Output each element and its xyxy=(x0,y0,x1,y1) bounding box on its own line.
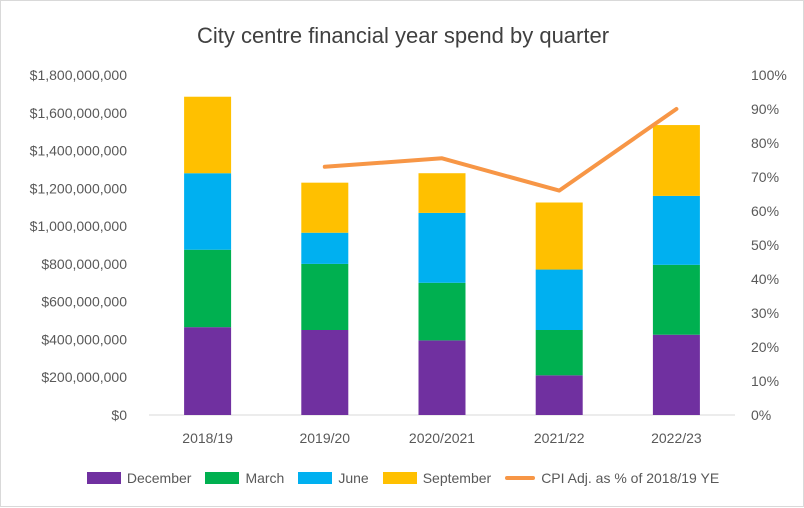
bar-september xyxy=(184,97,231,174)
legend-item-september: September xyxy=(383,470,491,486)
bar-june xyxy=(536,270,583,330)
legend-label: June xyxy=(338,470,368,486)
bar-december xyxy=(536,375,583,415)
chart-legend: December March June September CPI Adj. as % … xyxy=(1,467,804,489)
y-right-tick-label: 90% xyxy=(751,101,779,117)
bar-september xyxy=(653,125,700,196)
y-right-tick-label: 100% xyxy=(751,67,787,83)
x-tick-label: 2021/22 xyxy=(534,430,585,446)
bar-december xyxy=(184,327,231,415)
y-right-tick-label: 80% xyxy=(751,135,779,151)
bar-june xyxy=(301,233,348,264)
y-right-tick-label: 30% xyxy=(751,305,779,321)
bar-june xyxy=(184,173,231,250)
y-left-tick-label: $1,400,000,000 xyxy=(30,143,128,159)
y-right-tick-label: 10% xyxy=(751,373,779,389)
legend-label: December xyxy=(127,470,192,486)
bar-march xyxy=(301,264,348,330)
x-tick-label: 2022/23 xyxy=(651,430,702,446)
bar-september xyxy=(536,203,583,270)
legend-swatch xyxy=(205,472,239,484)
y-left-tick-label: $800,000,000 xyxy=(41,256,127,272)
y-right-tick-label: 0% xyxy=(751,407,771,423)
x-tick-label: 2018/19 xyxy=(182,430,233,446)
bar-december xyxy=(419,340,466,415)
bar-june xyxy=(419,213,466,283)
y-right-tick-label: 20% xyxy=(751,339,779,355)
x-tick-label: 2019/20 xyxy=(299,430,350,446)
bar-march xyxy=(419,283,466,341)
cpi-line xyxy=(325,109,677,191)
legend-item-cpi: CPI Adj. as % of 2018/19 YE xyxy=(505,470,719,486)
legend-swatch xyxy=(383,472,417,484)
x-tick-label: 2020/2021 xyxy=(409,430,475,446)
y-left-tick-label: $0 xyxy=(111,407,127,423)
y-right-tick-label: 40% xyxy=(751,271,779,287)
legend-item-june: June xyxy=(298,470,368,486)
bar-march xyxy=(184,250,231,327)
bar-december xyxy=(301,330,348,415)
legend-item-december: December xyxy=(87,470,192,486)
y-left-tick-label: $600,000,000 xyxy=(41,294,127,310)
bar-september xyxy=(301,183,348,233)
y-right-tick-label: 50% xyxy=(751,237,779,253)
y-left-tick-label: $1,800,000,000 xyxy=(30,67,128,83)
legend-item-march: March xyxy=(205,470,284,486)
legend-label: CPI Adj. as % of 2018/19 YE xyxy=(541,470,719,486)
legend-label: September xyxy=(423,470,491,486)
legend-swatch xyxy=(505,476,535,480)
y-right-tick-label: 70% xyxy=(751,169,779,185)
legend-swatch xyxy=(87,472,121,484)
bar-march xyxy=(653,265,700,335)
bar-december xyxy=(653,335,700,415)
y-right-tick-label: 60% xyxy=(751,203,779,219)
y-left-tick-label: $1,600,000,000 xyxy=(30,105,128,121)
y-left-tick-label: $400,000,000 xyxy=(41,331,127,347)
y-left-tick-label: $1,000,000,000 xyxy=(30,218,128,234)
bar-september xyxy=(419,173,466,213)
legend-label: March xyxy=(245,470,284,486)
y-left-tick-label: $1,200,000,000 xyxy=(30,180,128,196)
legend-swatch xyxy=(298,472,332,484)
bar-june xyxy=(653,196,700,265)
y-left-tick-label: $200,000,000 xyxy=(41,369,127,385)
bar-march xyxy=(536,330,583,375)
